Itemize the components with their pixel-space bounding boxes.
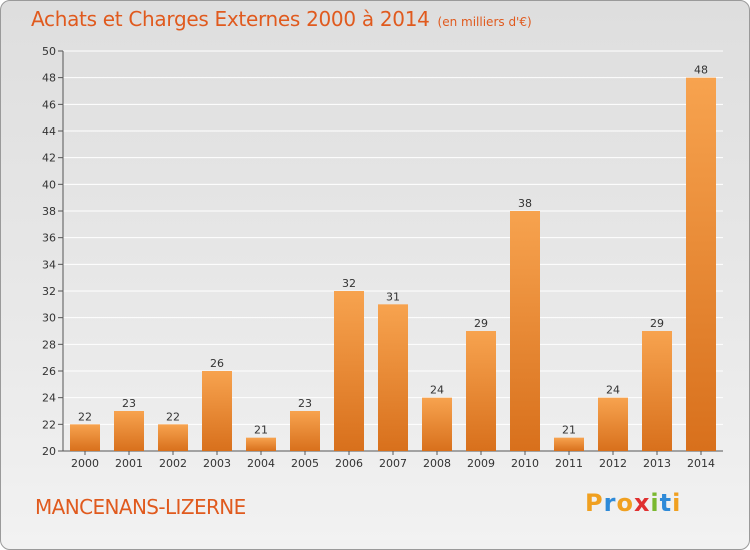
data-label-2007: 31 — [386, 290, 400, 303]
data-label-2006: 32 — [342, 277, 356, 290]
logo-letter: r — [603, 489, 617, 517]
data-label-2009: 29 — [474, 317, 488, 330]
y-tick-label: 50 — [42, 45, 56, 58]
bar-2002 — [158, 424, 188, 451]
chart-unit: (en milliers d'€) — [437, 15, 532, 29]
x-tick-label-2003: 2003 — [203, 457, 231, 470]
labels: 22 23 22 26 21 23 32 31 24 29 38 21 24 29 48 — [78, 64, 708, 437]
bar-2012 — [598, 397, 628, 451]
chart-title: Achats et Charges Externes 2000 à 2014 (e… — [31, 7, 532, 31]
bar-2007 — [378, 304, 408, 451]
y-tick-label: 22 — [42, 418, 56, 431]
y-tick-label: 42 — [42, 152, 56, 165]
y-tick-label: 44 — [42, 125, 56, 138]
logo-letter: x — [633, 489, 651, 517]
data-label-2001: 23 — [122, 397, 136, 410]
x-tick-label-2000: 2000 — [71, 457, 99, 470]
bar-2011 — [554, 437, 584, 451]
bars — [70, 77, 716, 452]
logo-letter: t — [659, 489, 673, 517]
bar-2009 — [466, 331, 496, 451]
y-tick-label: 40 — [42, 178, 56, 191]
data-label-2013: 29 — [650, 317, 664, 330]
place-name: MANCENANS-LIZERNE — [35, 495, 246, 519]
y-tick-label: 34 — [42, 258, 56, 271]
bar-2003 — [202, 371, 232, 451]
logo-letter: i — [650, 489, 660, 517]
data-label-2014: 48 — [694, 64, 708, 77]
data-label-2008: 24 — [430, 384, 444, 397]
x-tick-label-2004: 2004 — [247, 457, 275, 470]
bar-2010 — [510, 211, 540, 451]
y-tick-label: 20 — [42, 445, 56, 458]
proxiti-logo: Proxiti — [585, 489, 681, 517]
bar-2006 — [334, 291, 364, 451]
bar-2014 — [686, 77, 716, 452]
y-tick-label: 46 — [42, 98, 56, 111]
data-label-2005: 23 — [298, 397, 312, 410]
logo-letter: i — [672, 489, 682, 517]
data-label-2004: 21 — [254, 424, 268, 437]
x-tick-label-2008: 2008 — [423, 457, 451, 470]
data-label-2002: 22 — [166, 410, 180, 423]
y-tick-label: 48 — [42, 72, 56, 85]
data-label-2012: 24 — [606, 384, 620, 397]
bar-2004 — [246, 437, 276, 451]
y-tick-label: 26 — [42, 365, 56, 378]
data-label-2011: 21 — [562, 424, 576, 437]
x-tick-label-2006: 2006 — [335, 457, 363, 470]
y-tick-label: 24 — [42, 392, 56, 405]
y-tick-label: 28 — [42, 338, 56, 351]
bar-2005 — [290, 411, 320, 451]
chart-title-text: Achats et Charges Externes 2000 à 2014 — [31, 7, 430, 31]
bar-2001 — [114, 411, 144, 451]
y-tick-label: 32 — [42, 285, 56, 298]
logo-letter: P — [585, 489, 604, 517]
x-tick-label-2001: 2001 — [115, 457, 143, 470]
x-tick-label-2009: 2009 — [467, 457, 495, 470]
data-label-2000: 22 — [78, 410, 92, 423]
x-tick-label-2012: 2012 — [599, 457, 627, 470]
x-tick-label-2013: 2013 — [643, 457, 671, 470]
x-tick-label-2005: 2005 — [291, 457, 319, 470]
y-tick-label: 30 — [42, 312, 56, 325]
logo-letter: o — [616, 489, 634, 517]
y-tick-label: 38 — [42, 205, 56, 218]
bar-2000 — [70, 424, 100, 451]
data-label-2003: 26 — [210, 357, 224, 370]
x-tick-label-2011: 2011 — [555, 457, 583, 470]
x-tick-label-2010: 2010 — [511, 457, 539, 470]
data-label-2010: 38 — [518, 197, 532, 210]
bar-2008 — [422, 397, 452, 451]
x-tick-label-2014: 2014 — [687, 457, 715, 470]
y-tick-label: 36 — [42, 232, 56, 245]
bar-2013 — [642, 331, 672, 451]
x-tick-label-2002: 2002 — [159, 457, 187, 470]
x-tick-label-2007: 2007 — [379, 457, 407, 470]
